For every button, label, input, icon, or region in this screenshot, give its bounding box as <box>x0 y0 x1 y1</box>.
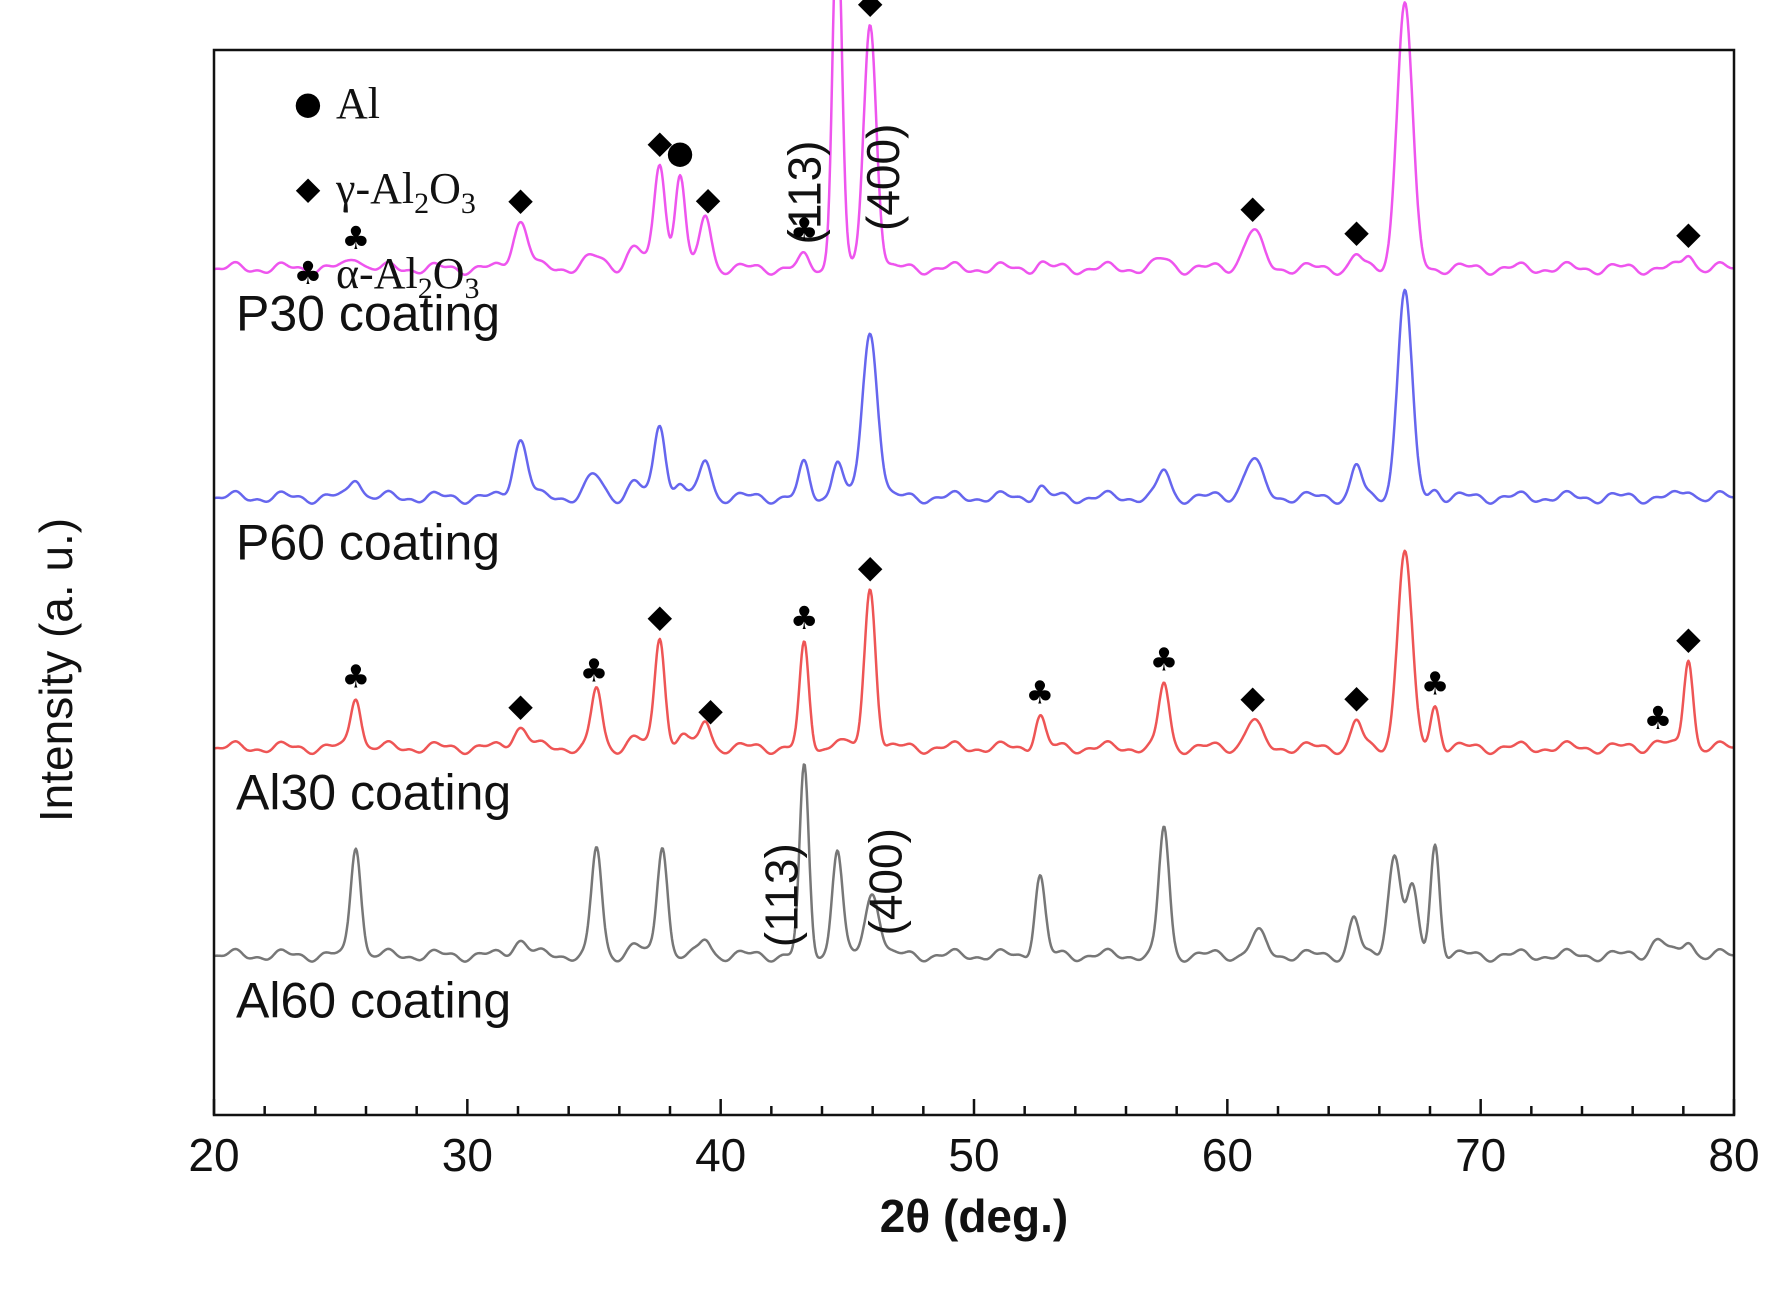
marker-gamma-p30-coating-39_5: ◆ <box>696 179 721 217</box>
sample-label-al30-coating: Al30 coating <box>236 765 511 821</box>
sample-labels: P30 coating P60 coating Al30 coating Al60 c… <box>236 285 511 1028</box>
sample-label-p60-coating: P60 coating <box>236 514 500 570</box>
legend-symbol-alpha: ♣ <box>294 254 323 292</box>
x-axis-title: 2θ (deg.) <box>880 1190 1068 1242</box>
marker-alpha-al30-coating-68_2: ♣ <box>1421 664 1450 702</box>
marker-gamma-p30-coating-32_1: ◆ <box>508 180 533 218</box>
marker-gamma-al30-coating-61: ◆ <box>1240 678 1265 716</box>
x-axis-tick-labels: 20 30 40 50 60 70 80 <box>188 1129 1759 1181</box>
legend-label-al: Al <box>336 79 380 128</box>
marker-alpha-al30-coating-43_3: ♣ <box>790 599 819 637</box>
y-axis-title: Intensity (a. u.) <box>30 518 82 822</box>
tick-label-40: 40 <box>695 1129 746 1181</box>
trace-p30-coating <box>213 0 1735 276</box>
marker-al-p30-coating-38_4: ● <box>666 133 694 171</box>
tick-label-60: 60 <box>1202 1129 1253 1181</box>
tick-label-70: 70 <box>1455 1129 1506 1181</box>
legend: ● Al◆ γ-Al2O3♣ α-Al2O3 <box>294 79 480 305</box>
marker-gamma-p30-coating-65_1: ◆ <box>1344 212 1369 250</box>
plane-label-1: (400) <box>857 124 909 231</box>
marker-gamma-al30-coating-32_1: ◆ <box>508 686 533 724</box>
x-axis-ticks <box>212 1099 1736 1115</box>
marker-gamma-al30-coating-45_9: ◆ <box>858 547 883 585</box>
marker-gamma-al30-coating-39_6: ◆ <box>698 690 723 728</box>
phase-markers: ♣◆◆●◆♣●◆◆◆◆◆♣◆♣◆◆♣◆♣♣◆◆♣♣◆ <box>342 0 1702 737</box>
marker-alpha-al30-coating-35: ♣ <box>580 651 609 689</box>
diffraction-traces <box>213 0 1735 963</box>
marker-gamma-p30-coating-45_9: ◆ <box>858 0 883 21</box>
trace-al60-coating <box>213 763 1735 963</box>
marker-alpha-p30-coating-25_6: ♣ <box>342 219 371 257</box>
marker-gamma-p30-coating-37_6: ◆ <box>648 123 673 161</box>
marker-gamma-al30-coating-78_2: ◆ <box>1676 619 1701 657</box>
marker-gamma-p30-coating-61: ◆ <box>1240 188 1265 226</box>
marker-alpha-p30-coating-43_3: ♣ <box>790 210 819 248</box>
plane-label-3: (400) <box>859 828 911 935</box>
legend-label-gamma: γ-Al2O3 <box>335 164 476 220</box>
marker-alpha-al30-coating-52_6: ♣ <box>1026 674 1055 712</box>
plane-label-2: (113) <box>756 843 808 947</box>
legend-symbol-al: ● <box>294 84 322 122</box>
trace-p60-coating <box>213 288 1735 505</box>
legend-label-alpha: α-Al2O3 <box>336 249 480 305</box>
plane-annotations: (113) (400) (113) (400) <box>756 124 912 948</box>
marker-gamma-al30-coating-65_1: ◆ <box>1344 678 1369 716</box>
tick-label-30: 30 <box>442 1129 493 1181</box>
plane-label-0: (113) <box>778 141 830 245</box>
marker-gamma-al30-coating-37_6: ◆ <box>648 597 673 635</box>
tick-label-80: 80 <box>1708 1129 1759 1181</box>
trace-al30-coating <box>213 549 1735 756</box>
sample-label-al60-coating: Al60 coating <box>236 972 511 1028</box>
marker-gamma-p30-coating-78_2: ◆ <box>1676 214 1701 252</box>
tick-label-20: 20 <box>188 1129 239 1181</box>
marker-alpha-al30-coating-77: ♣ <box>1644 699 1673 737</box>
marker-alpha-al30-coating-25_6: ♣ <box>342 658 371 696</box>
sample-label-p30-coating: P30 coating <box>236 285 500 341</box>
legend-symbol-gamma: ◆ <box>296 169 321 207</box>
marker-alpha-al30-coating-57_5: ♣ <box>1150 641 1179 679</box>
tick-label-50: 50 <box>948 1129 999 1181</box>
